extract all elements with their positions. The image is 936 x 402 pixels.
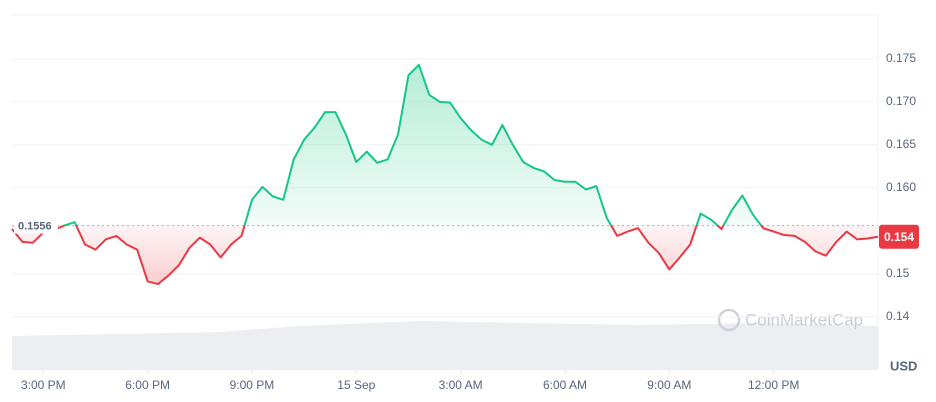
baseline-label: 0.1556 [18,220,52,232]
x-tick-label: 3:00 AM [439,378,483,392]
watermark-logo [717,308,741,332]
y-tick-label: 0.15 [886,266,910,280]
y-tick-label: 0.14 [886,309,910,323]
x-tick-label: 6:00 PM [125,378,170,392]
x-tick-label: 12:00 PM [748,378,799,392]
price-line [11,63,879,286]
x-tick-label: 6:00 AM [543,378,587,392]
y-tick-label: 0.160 [886,180,916,194]
y-tick-label: 0.175 [886,51,916,65]
x-tick-label: 9:00 PM [230,378,275,392]
baseline-label-bg [14,217,58,234]
x-tick-label: 9:00 AM [647,378,691,392]
last-price-label: 0.154 [884,230,914,244]
y-tick-label: 0.165 [886,137,916,151]
watermark: CoinMarketCap [717,308,863,332]
volume-area [12,321,878,370]
x-tick-label: 3:00 PM [21,378,66,392]
currency-label: USD [890,358,917,373]
last-price-box [879,224,919,249]
x-tick-label: 15 Sep [337,378,375,392]
y-tick-label: 0.170 [886,94,916,108]
area [12,64,878,285]
watermark-text: CoinMarketCap [745,310,863,329]
